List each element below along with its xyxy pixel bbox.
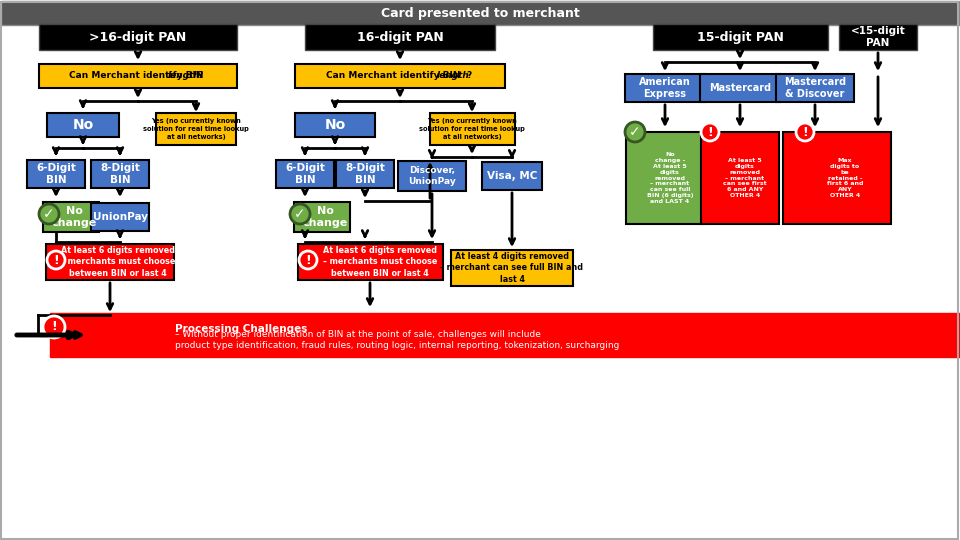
Text: No
change: No change — [52, 206, 97, 228]
Text: – Without proper identification of BIN at the point of sale, challenges will inc: – Without proper identification of BIN a… — [175, 329, 619, 350]
Bar — [336, 160, 394, 188]
Circle shape — [39, 204, 59, 224]
Bar — [91, 203, 149, 231]
Bar — [700, 74, 780, 102]
Bar — [295, 113, 375, 137]
Text: No: No — [324, 118, 346, 132]
Bar — [91, 160, 149, 188]
Bar — [653, 24, 828, 50]
Text: Can Merchant identify BIN: Can Merchant identify BIN — [326, 71, 464, 80]
Text: !: ! — [708, 125, 713, 138]
Bar — [298, 244, 443, 280]
Text: At least 6 digits removed
– merchants must choose
between BIN or last 4: At least 6 digits removed – merchants mu… — [60, 246, 175, 278]
Text: UnionPay: UnionPay — [92, 212, 148, 222]
Circle shape — [47, 251, 65, 269]
Text: !: ! — [803, 125, 808, 138]
Bar — [294, 202, 350, 232]
Text: No
change: No change — [302, 206, 348, 228]
Text: Yes (no currently known
solution for real time lookup
at all networks): Yes (no currently known solution for rea… — [420, 118, 525, 139]
Text: !: ! — [53, 253, 59, 267]
Text: <15-digit
PAN: <15-digit PAN — [851, 26, 905, 48]
Bar — [276, 160, 334, 188]
Text: Max
digits to
be
retained -
first 6 and
ANY
OTHER 4: Max digits to be retained - first 6 and … — [827, 158, 863, 198]
Bar — [701, 132, 779, 224]
Bar — [295, 64, 505, 88]
Bar — [429, 113, 515, 145]
Bar — [783, 132, 891, 224]
Text: 6-Digit
BIN: 6-Digit BIN — [36, 163, 76, 185]
Text: American
Express: American Express — [639, 77, 691, 99]
Text: ✓: ✓ — [294, 207, 306, 221]
Text: 6-Digit
BIN: 6-Digit BIN — [285, 163, 324, 185]
Text: length: length — [437, 71, 469, 80]
Text: >16-digit PAN: >16-digit PAN — [89, 30, 186, 44]
Text: Can Merchant identify BIN: Can Merchant identify BIN — [69, 71, 206, 80]
Circle shape — [290, 204, 310, 224]
Bar — [156, 113, 236, 145]
Text: Yes (no currently known
solution for real time lookup
at all networks): Yes (no currently known solution for rea… — [143, 118, 249, 139]
Text: Processing Challenges: Processing Challenges — [175, 324, 307, 334]
Text: 15-digit PAN: 15-digit PAN — [697, 30, 783, 44]
Text: length: length — [168, 71, 201, 80]
Text: No
change -
At least 5
digits
removed
– merchant
can see full
BIN (6 digits)
and: No change - At least 5 digits removed – … — [647, 152, 693, 204]
Bar — [776, 74, 854, 102]
Text: Card presented to merchant: Card presented to merchant — [380, 6, 580, 19]
Text: No: No — [72, 118, 94, 132]
Bar — [27, 160, 85, 188]
Bar — [625, 74, 705, 102]
Bar — [46, 244, 174, 280]
Bar — [39, 24, 237, 50]
Bar — [43, 202, 99, 232]
Circle shape — [43, 316, 65, 338]
Bar — [47, 113, 119, 137]
Text: At least 4 digits removed
– merchant can see full BIN and
last 4: At least 4 digits removed – merchant can… — [441, 252, 584, 284]
Text: ✓: ✓ — [43, 207, 55, 221]
Text: ?: ? — [198, 71, 203, 80]
Bar — [839, 24, 917, 50]
Circle shape — [701, 123, 719, 141]
Bar — [305, 24, 495, 50]
Bar — [50, 313, 960, 357]
Text: 8-Digit
BIN: 8-Digit BIN — [345, 163, 385, 185]
Bar — [626, 132, 704, 224]
Text: At least 5
digits
removed
– merchant
can see first
6 and ANY
OTHER 4: At least 5 digits removed – merchant can… — [723, 158, 767, 198]
Bar — [398, 161, 466, 191]
Circle shape — [299, 251, 317, 269]
Text: !: ! — [51, 321, 57, 334]
Bar — [482, 162, 542, 190]
Bar — [1, 1, 959, 25]
Text: Mastercard
& Discover: Mastercard & Discover — [784, 77, 846, 99]
Text: 8-Digit
BIN: 8-Digit BIN — [100, 163, 140, 185]
Bar — [39, 64, 237, 88]
Text: At least 6 digits removed
– merchants must choose
between BIN or last 4: At least 6 digits removed – merchants mu… — [323, 246, 437, 278]
Text: 16-digit PAN: 16-digit PAN — [356, 30, 444, 44]
Text: ?: ? — [467, 71, 471, 80]
Circle shape — [796, 123, 814, 141]
Text: ✓: ✓ — [629, 125, 641, 139]
Text: Visa, MC: Visa, MC — [487, 171, 538, 181]
Bar — [451, 250, 573, 286]
Text: Discover,
UnionPay: Discover, UnionPay — [408, 166, 456, 186]
Text: Mastercard: Mastercard — [708, 83, 771, 93]
Text: !: ! — [305, 253, 311, 267]
Circle shape — [625, 122, 645, 142]
